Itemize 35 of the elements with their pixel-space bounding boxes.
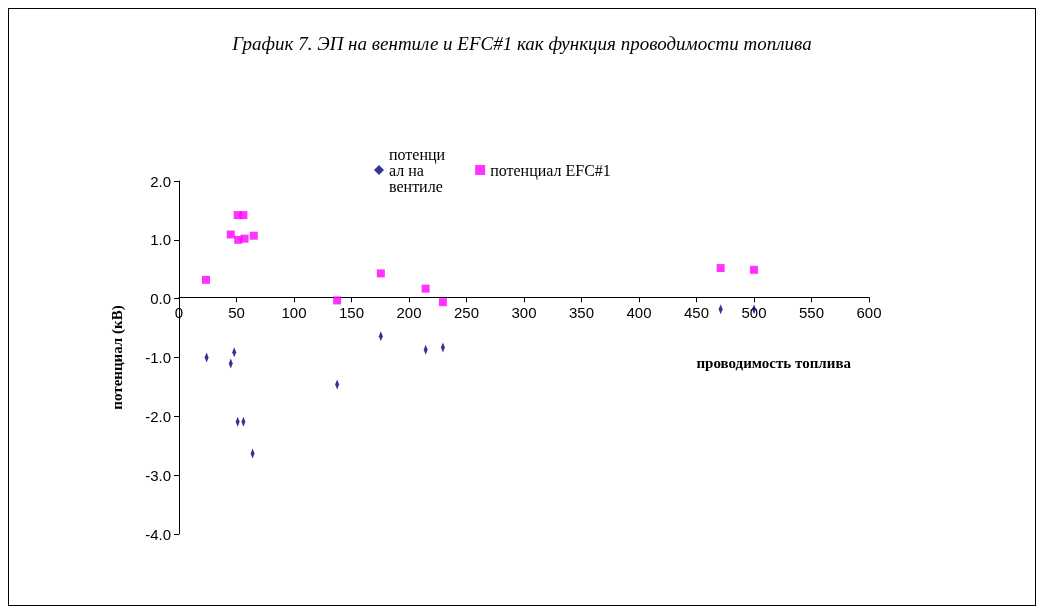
x-tick-label: 400 xyxy=(626,304,652,322)
x-axis-title: проводимость топлива xyxy=(696,354,852,371)
chart-title: График 7. ЭП на вентиле и EFC#1 как функция проводимости топлива xyxy=(231,33,812,54)
x-tick-label: 600 xyxy=(856,304,882,322)
x-tick-label: 300 xyxy=(511,304,537,322)
x-tick-label: 50 xyxy=(228,304,245,322)
y-tick-label: -4.0 xyxy=(145,525,171,543)
point xyxy=(240,234,249,243)
y-tick-label: 2.0 xyxy=(150,172,171,190)
y-tick-label: -1.0 xyxy=(145,349,171,366)
x-tick-label: 450 xyxy=(683,304,710,322)
point xyxy=(421,284,430,293)
y-axis-title: потенциал (кВ) xyxy=(108,305,126,410)
point xyxy=(438,298,447,307)
x-tick-label: 150 xyxy=(338,304,365,322)
x-tick-label: 100 xyxy=(281,304,307,322)
x-tick-label: 200 xyxy=(396,304,422,322)
y-tick-label: 1.0 xyxy=(150,231,171,249)
x-tick-label: 350 xyxy=(568,304,595,322)
x-tick-label: 550 xyxy=(798,304,825,322)
point xyxy=(333,296,342,305)
point xyxy=(249,231,258,240)
point xyxy=(376,269,385,278)
x-tick-label: 500 xyxy=(741,304,767,322)
point xyxy=(716,264,725,273)
legend-label: потенциал на вентиле xyxy=(389,145,446,195)
y-tick-label: 0.0 xyxy=(150,290,171,308)
point xyxy=(239,211,248,220)
y-tick-label: -2.0 xyxy=(145,407,171,425)
point xyxy=(750,265,758,274)
point xyxy=(202,275,211,284)
x-tick-label: 250 xyxy=(453,304,480,322)
legend-label: потенциал EFC#1 xyxy=(490,161,611,180)
point xyxy=(226,230,235,239)
y-tick-label: -3.0 xyxy=(145,466,171,484)
